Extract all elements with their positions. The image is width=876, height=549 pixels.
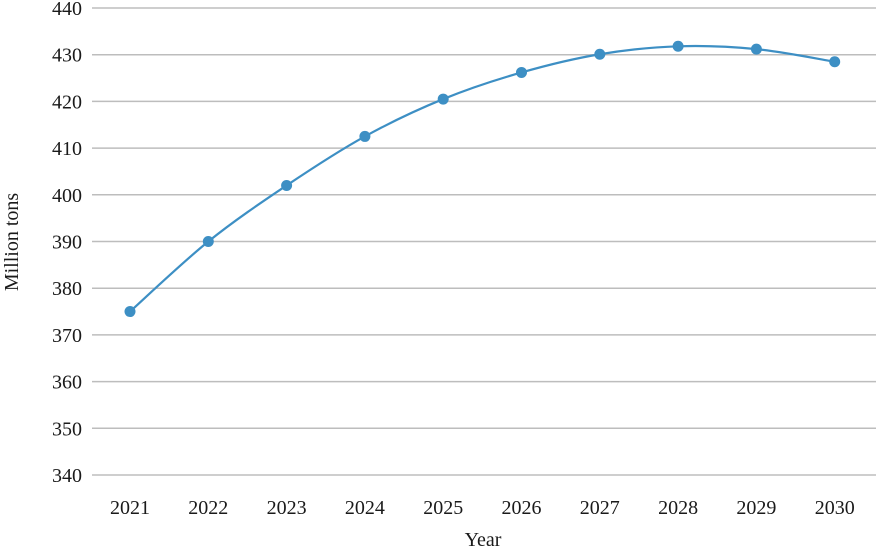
data-point-2025: [437, 93, 449, 105]
y-tick-label: 370: [52, 325, 82, 347]
data-point-2023: [281, 179, 293, 191]
data-point-2027: [594, 48, 606, 60]
x-tick-label: 2025: [423, 497, 463, 519]
x-tick-label: 2026: [502, 497, 542, 519]
y-axis-title: Million tons: [1, 193, 23, 292]
data-point-2021: [124, 306, 136, 318]
data-series: [124, 40, 841, 318]
y-tick-label: 390: [52, 232, 82, 254]
y-tick-label: 380: [52, 278, 82, 300]
data-point-2030: [829, 56, 841, 68]
y-tick-label: 340: [52, 465, 82, 487]
x-tick-label: 2029: [736, 497, 776, 519]
x-tick-label: 2023: [267, 497, 307, 519]
x-axis-title: Year: [465, 529, 502, 549]
y-tick-label: 420: [52, 91, 82, 113]
x-tick-label: 2022: [188, 497, 228, 519]
data-point-2022: [202, 236, 214, 247]
x-tick-label: 2028: [658, 497, 698, 519]
x-tick-label: 2021: [110, 497, 150, 519]
data-point-2026: [516, 66, 527, 78]
x-tick-label: 2024: [345, 497, 385, 519]
x-tick-label: 2027: [580, 497, 620, 519]
y-axis-tick-labels: 340 350 360 370 380 390 400 410 420 430 440: [52, 0, 82, 487]
series-line: [129, 44, 835, 313]
y-tick-label: 410: [52, 138, 82, 160]
data-point-2028: [672, 40, 684, 52]
y-tick-label: 440: [52, 0, 82, 20]
grid-lines: [92, 7, 876, 476]
x-axis-tick-labels: 2021 2022 2023 2024 2025 2026 2027 2028 2029 2030: [110, 497, 855, 519]
data-point-2029: [750, 43, 762, 55]
y-tick-label: 360: [52, 372, 82, 394]
y-tick-label: 350: [52, 418, 82, 440]
y-tick-label: 430: [52, 45, 82, 67]
y-tick-label: 400: [52, 185, 82, 207]
data-point-2024: [359, 130, 371, 142]
x-tick-label: 2030: [815, 497, 855, 519]
